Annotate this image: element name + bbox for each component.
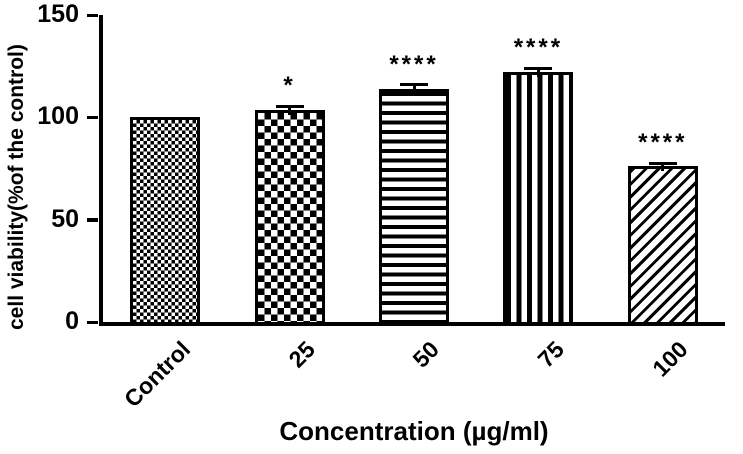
error-bar-stem xyxy=(412,84,416,94)
x-tick-label-100: 100 xyxy=(647,336,694,382)
y-tick-mark xyxy=(87,320,98,324)
error-bar-cap xyxy=(648,161,677,165)
significance-label: **** xyxy=(513,34,564,62)
y-tick-mark xyxy=(87,218,98,222)
significance-label: **** xyxy=(389,50,439,78)
y-tick-mark xyxy=(87,13,98,17)
bar-25 xyxy=(254,110,325,325)
y-tick-label: 150 xyxy=(37,0,79,28)
x-tick-label-50: 50 xyxy=(407,336,445,373)
significance-label: **** xyxy=(638,129,688,157)
bar-control xyxy=(130,117,201,325)
error-bar-cap xyxy=(400,83,428,87)
y-tick-mark xyxy=(87,115,98,120)
significance-label: * xyxy=(283,72,296,100)
y-axis-label: cell viability(%of the control) xyxy=(5,44,28,330)
y-axis-line xyxy=(99,15,103,326)
y-tick-label: 50 xyxy=(51,204,79,233)
y-tick-label: 100 xyxy=(37,102,79,131)
bar-50 xyxy=(379,88,449,325)
error-bar-stem xyxy=(661,163,665,172)
x-tick-label-25: 25 xyxy=(283,336,320,373)
error-bar-cap xyxy=(524,66,553,70)
x-tick-label-75: 75 xyxy=(532,336,569,373)
error-bar-cap xyxy=(275,104,304,108)
error-bar-stem xyxy=(536,68,540,78)
bar-100 xyxy=(627,166,698,325)
y-tick-label: 0 xyxy=(65,306,79,335)
x-axis-title: Concentration (µg/ml) xyxy=(279,416,549,446)
bar-75 xyxy=(503,72,574,325)
error-bar-stem xyxy=(288,106,292,116)
x-tick-label-control: Control xyxy=(119,336,196,413)
